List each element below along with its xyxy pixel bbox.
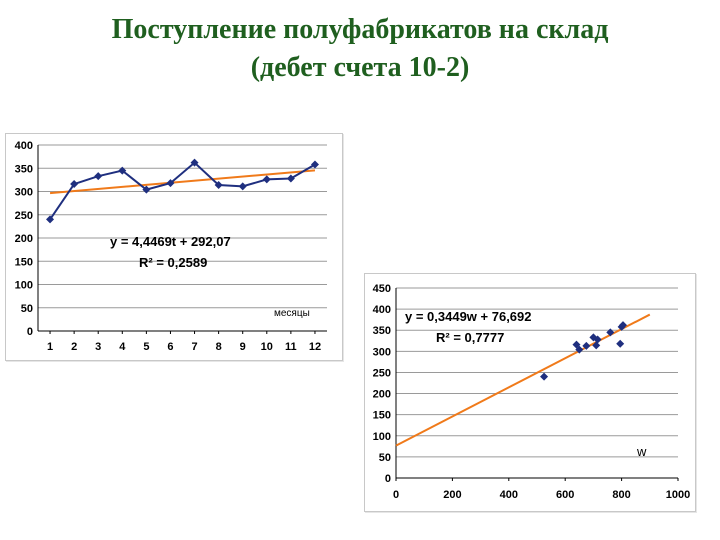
y-tick-label: 200 [15, 233, 33, 245]
data-point [310, 160, 319, 169]
y-tick-label: 350 [373, 325, 391, 337]
x-tick-label: 2 [71, 341, 77, 353]
y-tick-label: 250 [15, 210, 33, 222]
y-tick-label: 50 [21, 303, 33, 315]
data-point [540, 372, 549, 381]
data-point [142, 185, 151, 194]
x-tick-label: 3 [95, 341, 101, 353]
r-squared: R² = 0,2589 [139, 255, 207, 270]
x-tick-label: 12 [309, 341, 321, 353]
x-tick-label: 6 [167, 341, 173, 353]
x-tick-label: 8 [216, 341, 222, 353]
x-tick-label: 600 [556, 489, 574, 501]
data-point [593, 335, 602, 344]
data-point [262, 175, 271, 184]
x-tick-label: 1 [47, 341, 53, 353]
trend-equation: y = 0,3449w + 76,692 [405, 309, 532, 324]
scatter-regression-chart-svg: 0 50 100 150 200 250 300 350 400 450 0 200 400 600 800… [373, 283, 691, 501]
y-tick-label: 450 [373, 283, 391, 295]
data-point [286, 174, 295, 183]
data-point [619, 321, 628, 330]
y-tick-label: 400 [15, 140, 33, 152]
x-tick-label: 400 [500, 489, 518, 501]
x-tick-label: 9 [240, 341, 246, 353]
x-tick-label: 200 [443, 489, 461, 501]
data-point [238, 182, 247, 191]
series-line [49, 161, 316, 220]
data-point [575, 345, 584, 354]
data-point [166, 179, 175, 188]
x-tick-label: 4 [119, 341, 126, 353]
x-tick-label: 11 [285, 341, 297, 353]
data-point [616, 339, 625, 348]
y-tick-label: 300 [373, 346, 391, 358]
data-point [606, 328, 615, 337]
x-tick-label: 5 [143, 341, 149, 353]
data-point [46, 215, 55, 224]
y-tick-label: 350 [15, 163, 33, 175]
monthly-line-chart: 0 50 100 150 200 250 300 350 400 1 2 3 4 5 6 7 8 9 10 11 12 y… [5, 133, 343, 361]
y-tick-label: 250 [373, 367, 391, 379]
x-tick-label: 7 [191, 341, 197, 353]
x-tick-label: 10 [261, 341, 273, 353]
y-tick-label: 0 [27, 326, 33, 338]
data-point [589, 333, 598, 342]
axis-annotation: w [636, 444, 647, 459]
r-squared: R² = 0,7777 [436, 330, 504, 345]
y-tick-label: 400 [373, 304, 391, 316]
data-point [592, 341, 601, 350]
data-point [190, 158, 199, 167]
y-tick-label: 150 [15, 256, 33, 268]
axis-annotation: месяцы [274, 308, 310, 319]
y-tick-label: 50 [379, 452, 391, 464]
y-tick-label: 300 [15, 187, 33, 199]
y-tick-label: 100 [15, 280, 33, 292]
scatter-regression-chart: 0 50 100 150 200 250 300 350 400 450 0 200 400 600 800… [364, 273, 696, 512]
y-tick-label: 200 [373, 389, 391, 401]
x-tick-label: 800 [612, 489, 630, 501]
x-tick-label: 0 [393, 489, 399, 501]
y-tick-label: 100 [373, 431, 391, 443]
slide-title-line1: Поступление полуфабрикатов на склад [111, 14, 609, 45]
trendline [395, 313, 651, 447]
x-tick-label: 1000 [666, 489, 690, 501]
slide-title-line2: (дебет счета 10-2) [250, 52, 470, 83]
y-tick-label: 150 [373, 410, 391, 422]
data-point [118, 166, 127, 175]
y-tick-label: 0 [385, 473, 391, 485]
trend-equation: y = 4,4469t + 292,07 [110, 234, 231, 249]
data-point [214, 180, 223, 189]
data-point [582, 341, 591, 350]
trendline [49, 169, 316, 195]
data-point [70, 180, 79, 189]
data-point [94, 172, 103, 181]
